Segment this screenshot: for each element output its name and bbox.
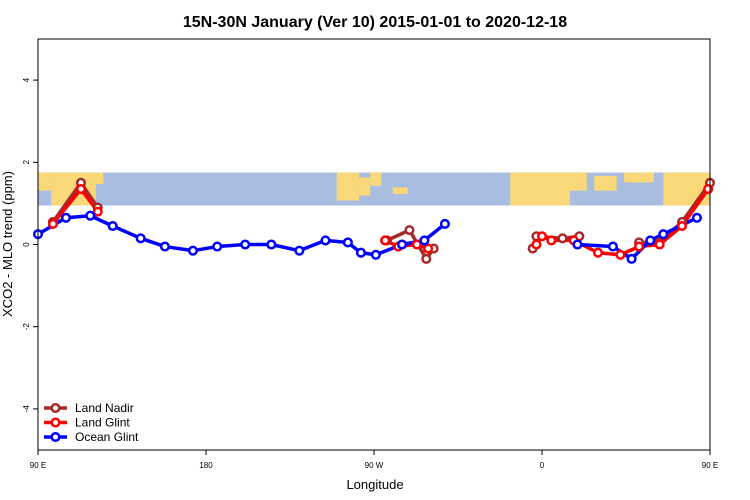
land-glint-point [75,183,86,195]
land-glint-point [423,243,434,254]
land-glint-point [703,183,714,195]
ocean-glint-point [107,220,118,232]
map-land-mass [370,172,382,186]
ocean-glint-point [691,212,702,223]
ocean-glint-point [396,239,408,250]
land-glint-point [411,239,422,250]
y-tick-label: 0 [22,242,31,247]
y-tick-label: -4 [22,405,31,413]
ocean-glint-point [187,245,198,256]
map-band [38,172,710,206]
ocean-glint-point [320,235,331,246]
land-glint-point [531,239,542,250]
y-tick-label: 2 [22,160,31,165]
legend-label: Ocean Glint [75,430,139,444]
x-tick-label: 90 E [702,461,718,470]
map-land [38,172,710,206]
y-tick-label: 4 [22,77,31,82]
y-axis-label: XCO2 - MLO trend (ppm) [0,171,15,317]
map-land-mass [392,187,408,194]
ocean-glint-point [626,253,637,264]
x-axis-label: Longitude [346,477,403,492]
chart-title: 15N-30N January (Ver 10) 2015-01-01 to 2… [183,14,567,31]
y-axis: -4 -2 0 2 4 [22,77,38,412]
ocean-glint-point [212,241,223,252]
land-glint-line [384,238,429,251]
ocean-glint-point [342,237,353,248]
land-glint-line [534,188,710,257]
ocean-glint-point [658,229,669,240]
ocean-glint-point [266,239,277,250]
ocean-glint-point [159,241,170,252]
land-glint-point [615,249,626,260]
x-tick-label: 180 [199,461,213,470]
ocean-glint-point [572,239,583,250]
land-glint-point [380,235,391,246]
land-nadir-point [404,225,415,236]
y-tick-label: -2 [22,323,31,331]
land-glint-point [546,235,557,246]
legend-label: Land Nadir [75,401,134,415]
x-tick-label: 0 [540,461,545,470]
legend-marker [50,417,61,428]
ocean-glint-point [419,235,430,246]
land-glint-point [676,220,688,232]
map-land-mass [624,172,654,183]
ocean-glint-line [37,213,447,257]
land-nadir-point [421,253,432,264]
map-land-mass [570,172,587,191]
ocean-glint-point [135,233,146,244]
legend-marker [50,431,61,443]
ocean-glint-point [240,239,251,250]
land-nadir-point [557,233,568,244]
land-glint-point [47,218,58,229]
map-land-mass [336,172,360,201]
land-glint-point [654,239,665,250]
map-land-mass [38,172,52,191]
x-tick-label: 90 W [365,461,384,470]
ocean-glint-point [370,249,381,260]
x-axis: 90 E 180 90 W 0 90 E [30,450,718,470]
x-tick-label: 90 E [30,461,46,470]
map-land-mass [663,172,710,206]
land-glint-point [92,206,103,217]
map-land-mass [359,177,371,196]
ocean-glint-point [645,235,656,246]
ocean-glint-point [607,241,618,252]
ocean-glint-point [439,218,450,229]
legend-label: Land Glint [75,416,130,430]
map-land-mass [95,172,104,185]
map-land-mass [594,175,617,191]
ocean-glint-point [355,247,366,258]
land-glint-point [634,241,645,252]
land-glint-point [592,247,604,258]
legend-marker [50,402,61,414]
land-glint-point [536,231,548,242]
ocean-glint-point [60,212,72,223]
ocean-glint-point [85,210,96,221]
ocean-glint-point [294,245,305,256]
map-land-mass [510,172,570,206]
